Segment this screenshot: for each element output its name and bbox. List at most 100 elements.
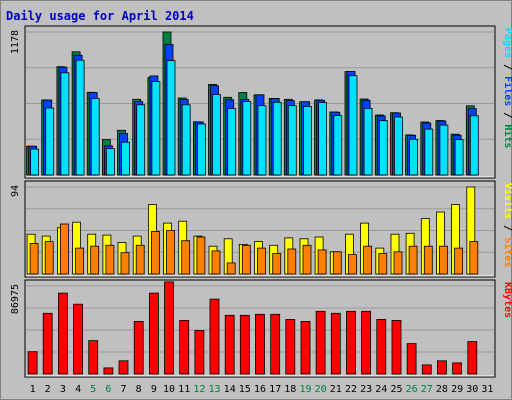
bar-pages-day-9 <box>151 81 161 176</box>
bar-sites-day-13 <box>211 250 221 275</box>
x-tick-label-day-6: 6 <box>105 384 111 395</box>
x-tick-label-day-7: 7 <box>120 384 126 395</box>
bar-kbytes-day-14 <box>224 314 235 375</box>
bar-sites-day-23 <box>363 245 373 275</box>
chart-title: Daily usage for April 2014 <box>6 9 194 23</box>
bar-pages-day-11 <box>181 104 191 176</box>
bar-sites-day-29 <box>454 247 464 275</box>
bar-sites-day-1 <box>29 243 39 275</box>
bar-kbytes-day-10 <box>164 281 174 375</box>
bar-pages-day-25 <box>394 116 403 176</box>
bar-kbytes-day-21 <box>330 312 341 375</box>
bar-pages-day-23 <box>363 108 373 176</box>
bar-pages-day-7 <box>121 141 130 176</box>
bar-pages-day-21 <box>333 115 343 176</box>
x-tick-label-day-10: 10 <box>163 384 175 395</box>
legend-separator: / <box>502 106 512 124</box>
x-tick-label-day-4: 4 <box>75 384 81 395</box>
legend-entry-hits: Hits <box>502 124 512 148</box>
legend-entry-visits: Visits <box>502 183 512 219</box>
panel-kbytes: 86975 KBytes <box>10 279 512 378</box>
bar-pages-day-16 <box>257 105 267 176</box>
bar-pages-day-6 <box>106 148 115 176</box>
bar-pages-day-4 <box>75 59 85 176</box>
bar-sites-day-26 <box>408 245 418 275</box>
legend-entry-pages: Pages <box>502 28 512 58</box>
bar-sites-day-27 <box>423 245 433 275</box>
bar-pages-day-30 <box>469 115 479 176</box>
x-tick-label-day-28: 28 <box>436 384 448 395</box>
x-tick-label-day-17: 17 <box>269 384 281 395</box>
bar-kbytes-day-6 <box>103 367 114 375</box>
bar-kbytes-day-2 <box>42 312 53 375</box>
x-tick-label-day-22: 22 <box>345 384 357 395</box>
bar-kbytes-day-24 <box>376 318 387 375</box>
bar-sites-day-17 <box>272 253 282 275</box>
legend-separator: / <box>502 219 512 237</box>
bar-pages-day-18 <box>287 105 297 176</box>
bar-sites-day-18 <box>287 248 297 275</box>
bar-sites-day-4 <box>75 247 84 275</box>
bar-sites-day-16 <box>257 247 266 275</box>
bar-pages-day-1 <box>30 148 40 176</box>
panel-hits-files-pages: 1178 Pages / Files / Hits <box>10 25 512 179</box>
y-max-label: 1178 <box>10 30 21 54</box>
bar-kbytes-day-3 <box>58 292 68 375</box>
bar-kbytes-day-5 <box>88 340 99 375</box>
bar-pages-day-20 <box>318 102 328 176</box>
bar-sites-day-25 <box>393 251 403 275</box>
x-tick-label-day-30: 30 <box>466 384 478 395</box>
legend: Pages / Files / Hits <box>502 28 512 148</box>
legend: KBytes <box>502 282 512 318</box>
x-tick-label-day-2: 2 <box>45 384 51 395</box>
bar-kbytes-day-19 <box>300 320 311 375</box>
bar-pages-day-10 <box>166 60 176 176</box>
bar-kbytes-day-17 <box>270 313 281 375</box>
bar-kbytes-day-20 <box>315 310 326 375</box>
bar-kbytes-day-12 <box>194 330 205 375</box>
y-max-label: 86975 <box>10 284 21 314</box>
bar-sites-day-2 <box>44 241 54 275</box>
bar-sites-day-3 <box>60 223 69 275</box>
bar-kbytes-day-25 <box>391 319 402 375</box>
x-tick-label-day-3: 3 <box>60 384 66 395</box>
bar-kbytes-day-11 <box>179 319 190 375</box>
bar-pages-day-29 <box>454 139 464 176</box>
bar-kbytes-day-8 <box>133 320 144 375</box>
x-tick-label-day-18: 18 <box>284 384 296 395</box>
x-tick-label-day-12: 12 <box>193 384 205 395</box>
x-tick-label-day-21: 21 <box>330 384 342 395</box>
bar-sites-day-9 <box>150 230 160 275</box>
x-tick-label-day-8: 8 <box>136 384 142 395</box>
panel-visits-sites: 94 Visits / Sites <box>10 180 512 278</box>
x-tick-label-day-9: 9 <box>151 384 157 395</box>
bar-pages-day-24 <box>378 120 388 176</box>
x-tick-label-day-14: 14 <box>224 384 236 395</box>
legend: Visits / Sites <box>502 183 512 267</box>
bar-pages-day-5 <box>90 98 100 176</box>
bar-kbytes-day-22 <box>346 310 356 375</box>
bar-kbytes-day-15 <box>239 314 250 375</box>
bar-sites-day-14 <box>226 262 236 275</box>
bar-kbytes-day-13 <box>209 298 220 375</box>
bar-sites-day-12 <box>196 236 206 275</box>
bar-kbytes-day-18 <box>285 318 296 375</box>
bar-kbytes-day-16 <box>255 313 265 375</box>
x-tick-label-day-19: 19 <box>299 384 311 395</box>
bar-kbytes-day-26 <box>406 343 417 375</box>
bar-pages-day-2 <box>45 107 55 176</box>
x-tick-label-day-13: 13 <box>208 384 220 395</box>
bar-sites-day-10 <box>166 230 175 275</box>
x-tick-label-day-25: 25 <box>390 384 402 395</box>
bar-kbytes-day-7 <box>118 360 129 375</box>
bar-kbytes-day-30 <box>467 341 478 375</box>
bar-sites-day-15 <box>241 244 251 275</box>
x-tick-label-day-26: 26 <box>406 384 418 395</box>
bar-sites-day-19 <box>302 244 312 275</box>
x-tick-label-day-27: 27 <box>421 384 433 395</box>
bar-sites-day-21 <box>332 251 342 275</box>
bar-kbytes-day-23 <box>361 310 372 375</box>
x-tick-label-day-23: 23 <box>360 384 372 395</box>
bar-sites-day-6 <box>105 244 115 275</box>
